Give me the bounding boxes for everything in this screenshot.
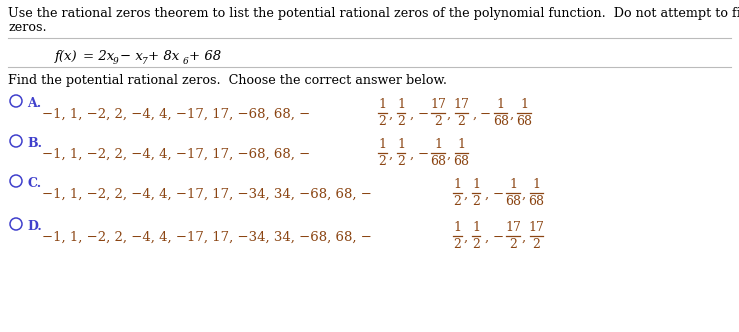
- Text: 1: 1: [497, 98, 505, 111]
- Text: 2: 2: [434, 115, 442, 128]
- Text: 1: 1: [509, 178, 517, 191]
- Text: 2: 2: [454, 195, 461, 208]
- Text: 6: 6: [183, 57, 188, 66]
- Text: 68: 68: [528, 195, 545, 208]
- Text: A.: A.: [27, 97, 41, 110]
- Text: + 8x: + 8x: [148, 50, 180, 63]
- Text: 1: 1: [378, 98, 386, 111]
- Text: 9: 9: [113, 57, 119, 66]
- Text: 2: 2: [472, 195, 480, 208]
- Text: 1: 1: [397, 98, 405, 111]
- Text: ,: ,: [509, 108, 514, 121]
- Text: 1: 1: [532, 178, 540, 191]
- Text: Find the potential rational zeros.  Choose the correct answer below.: Find the potential rational zeros. Choos…: [8, 74, 447, 87]
- Text: ,: ,: [522, 188, 526, 201]
- Text: 2: 2: [509, 238, 517, 251]
- Text: ,: ,: [472, 108, 476, 121]
- Text: 1: 1: [397, 138, 405, 151]
- Text: ,: ,: [522, 230, 526, 243]
- Text: −1, 1, −2, 2, −4, 4, −17, 17, −68, 68, −: −1, 1, −2, 2, −4, 4, −17, 17, −68, 68, −: [42, 108, 310, 121]
- Text: 68: 68: [454, 155, 469, 168]
- Text: 2: 2: [457, 115, 466, 128]
- Text: ,: ,: [409, 108, 414, 121]
- Text: 2: 2: [533, 238, 540, 251]
- Text: 2: 2: [378, 115, 386, 128]
- Text: 7: 7: [142, 57, 148, 66]
- Text: 17: 17: [430, 98, 446, 111]
- Text: B.: B.: [27, 137, 42, 150]
- Text: 2: 2: [378, 155, 386, 168]
- Text: 1: 1: [378, 138, 386, 151]
- Text: 1: 1: [472, 178, 480, 191]
- Text: 2: 2: [454, 238, 461, 251]
- Text: ,: ,: [484, 188, 488, 201]
- Text: − x: − x: [120, 50, 143, 63]
- Text: + 68: + 68: [189, 50, 221, 63]
- Text: 1: 1: [457, 138, 466, 151]
- Text: 68: 68: [430, 155, 446, 168]
- Text: −1, 1, −2, 2, −4, 4, −17, 17, −34, 34, −68, 68, −: −1, 1, −2, 2, −4, 4, −17, 17, −34, 34, −…: [42, 188, 372, 201]
- Text: 2: 2: [397, 155, 405, 168]
- Text: 1: 1: [453, 221, 461, 234]
- Text: 1: 1: [453, 178, 461, 191]
- Text: −1, 1, −2, 2, −4, 4, −17, 17, −68, 68, −: −1, 1, −2, 2, −4, 4, −17, 17, −68, 68, −: [42, 147, 310, 160]
- Text: ,: ,: [446, 108, 451, 121]
- Text: D.: D.: [27, 220, 41, 233]
- Text: 17: 17: [528, 221, 545, 234]
- Text: 1: 1: [434, 138, 442, 151]
- Text: ,: ,: [446, 147, 451, 160]
- Text: zeros.: zeros.: [8, 21, 47, 34]
- Text: −: −: [418, 108, 429, 121]
- Text: −: −: [492, 188, 503, 201]
- Text: −: −: [418, 147, 429, 160]
- Text: ,: ,: [409, 147, 414, 160]
- Text: ,: ,: [463, 188, 468, 201]
- Text: 68: 68: [493, 115, 508, 128]
- Text: 1: 1: [520, 98, 528, 111]
- Text: 68: 68: [505, 195, 521, 208]
- Text: −1, 1, −2, 2, −4, 4, −17, 17, −34, 34, −68, 68, −: −1, 1, −2, 2, −4, 4, −17, 17, −34, 34, −…: [42, 230, 372, 243]
- Text: 2: 2: [397, 115, 405, 128]
- Text: 1: 1: [472, 221, 480, 234]
- Text: ,: ,: [484, 230, 488, 243]
- Text: 2: 2: [472, 238, 480, 251]
- Text: = 2x: = 2x: [83, 50, 115, 63]
- Text: −: −: [480, 108, 491, 121]
- Text: 17: 17: [454, 98, 469, 111]
- Text: ,: ,: [463, 230, 468, 243]
- Text: 68: 68: [516, 115, 532, 128]
- Text: ,: ,: [389, 147, 393, 160]
- Text: f(x): f(x): [55, 50, 78, 63]
- Text: ,: ,: [389, 108, 393, 121]
- Text: 17: 17: [505, 221, 521, 234]
- Text: C.: C.: [27, 177, 41, 190]
- Text: −: −: [492, 230, 503, 243]
- Text: Use the rational zeros theorem to list the potential rational zeros of the polyn: Use the rational zeros theorem to list t…: [8, 7, 739, 20]
